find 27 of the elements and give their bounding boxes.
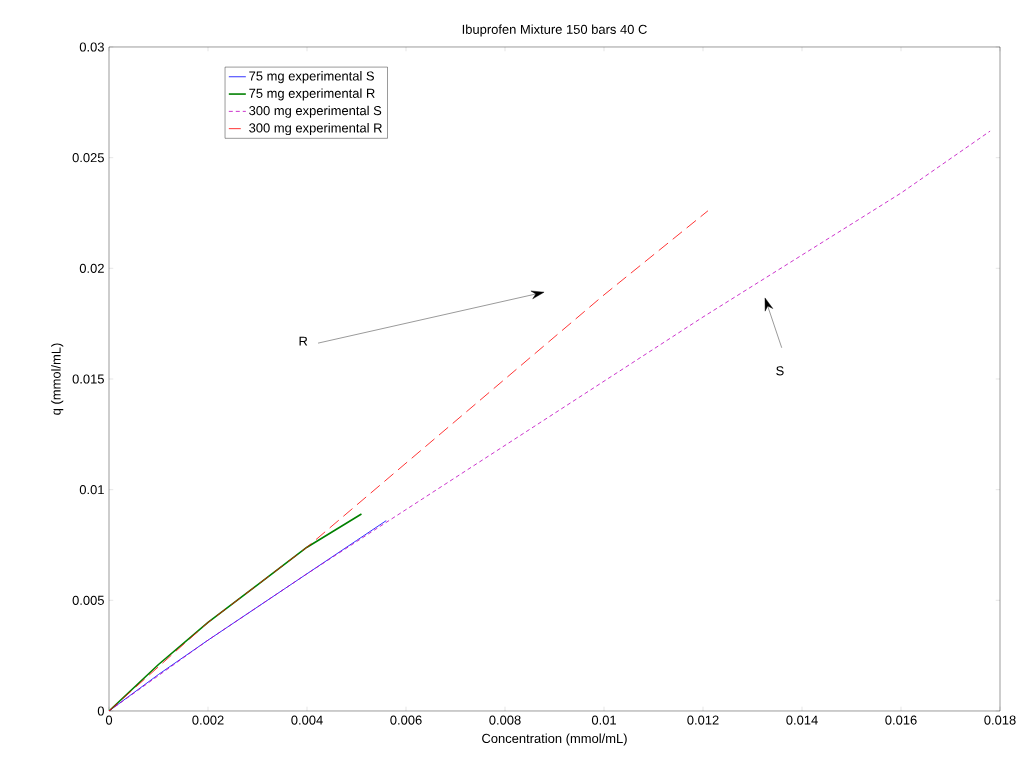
legend-label: 75 mg experimental R (249, 88, 375, 101)
chart-title: Ibuprofen Mixture 150 bars 40 C (462, 24, 647, 37)
x-tick-label: 0.012 (687, 715, 719, 725)
x-tick-label: 0 (105, 715, 113, 725)
y-tick-label: 0.005 (72, 595, 104, 605)
y-tick-label: 0.015 (72, 374, 104, 384)
legend-label: 300 mg experimental S (249, 105, 382, 118)
y-tick-label: 0.01 (79, 485, 104, 495)
annotation: R (299, 336, 308, 346)
x-tick-label: 0.018 (984, 715, 1016, 725)
x-tick-label: 0.002 (192, 715, 224, 725)
y-tick-label: 0.025 (72, 153, 104, 163)
legend-label: 300 mg experimental R (249, 123, 382, 136)
line-series (109, 210, 709, 711)
x-tick-label: 0.014 (786, 715, 818, 725)
y-tick-label: 0.03 (79, 42, 104, 52)
x-tick-label: 0.008 (489, 715, 521, 725)
y-tick-label: 0.02 (79, 263, 104, 273)
x-tick-label: 0.016 (885, 715, 917, 725)
x-tick-label: 0.006 (390, 715, 422, 725)
x-axis-title: Concentration (mmol/mL) (482, 733, 627, 746)
annotation: S (776, 366, 784, 376)
y-axis-title: q (mmol/mL) (51, 343, 64, 415)
x-tick-label: 0.01 (591, 715, 616, 725)
legend-label: 75 mg experimental S (249, 71, 374, 84)
x-tick-label: 0.004 (291, 715, 323, 725)
y-tick-label: 0 (97, 706, 104, 716)
